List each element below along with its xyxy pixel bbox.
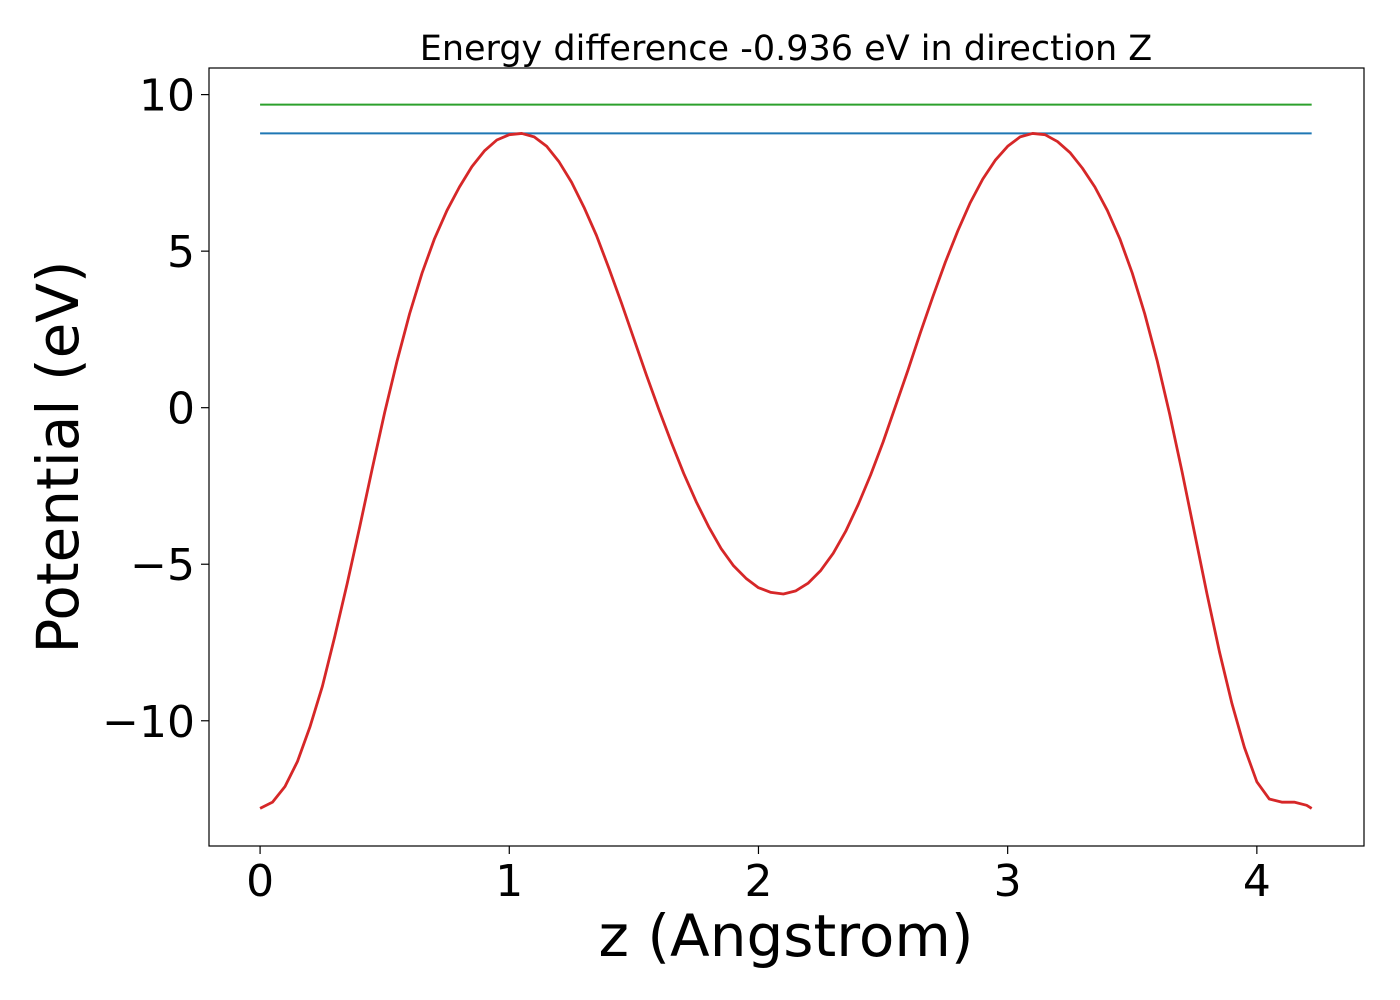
x-tick-label: 3 xyxy=(994,856,1022,907)
x-axis-label: z (Angstrom) xyxy=(599,902,974,970)
series-layer xyxy=(259,103,1313,810)
y-axis: 10 5 0 −5 −10 xyxy=(102,71,209,748)
y-tick-label: −5 xyxy=(130,540,195,591)
y-tick-label: 10 xyxy=(139,71,195,122)
x-axis: 0 1 2 3 4 xyxy=(246,846,1271,907)
y-axis-label: Potential (eV) xyxy=(24,260,92,653)
x-tick-label: 0 xyxy=(246,856,274,907)
x-tick-label: 4 xyxy=(1243,856,1271,907)
series-line-3 xyxy=(259,132,1313,810)
y-tick-label: 0 xyxy=(167,384,195,435)
y-tick-label: 5 xyxy=(167,227,195,278)
x-tick-label: 1 xyxy=(495,856,523,907)
plot-area-frame xyxy=(208,67,1365,847)
x-tick-label: 2 xyxy=(744,856,772,907)
y-tick-label: −10 xyxy=(102,697,195,748)
chart-title: Energy difference -0.936 eV in direction… xyxy=(420,29,1153,69)
